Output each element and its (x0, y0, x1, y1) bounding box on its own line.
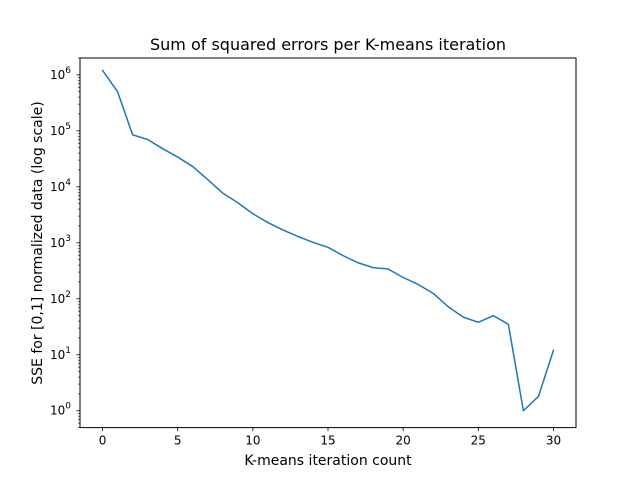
x-axis-ticks: 0 5 10 15 20 25 30 (99, 427, 561, 448)
x-tick-label: 20 (396, 434, 411, 448)
y-tick-label: 101 (50, 346, 71, 362)
x-tick-label: 15 (320, 434, 335, 448)
x-tick-label: 10 (245, 434, 260, 448)
plot-area-background (80, 58, 576, 428)
y-axis-label: SSE for [0,1] normalized data (log scale… (30, 101, 46, 384)
x-axis-label: K-means iteration count (244, 453, 412, 469)
x-tick-label: 0 (99, 434, 107, 448)
y-tick-label: 103 (50, 234, 71, 250)
y-tick-label: 104 (50, 178, 71, 194)
x-tick-label: 25 (471, 434, 486, 448)
y-tick-label: 105 (50, 122, 71, 138)
y-tick-label: 106 (50, 66, 71, 82)
y-tick-label: 100 (50, 402, 71, 418)
x-tick-label: 5 (174, 434, 182, 448)
y-axis-ticks: 100 101 102 103 104 105 106 (50, 57, 80, 428)
x-tick-label: 30 (546, 434, 561, 448)
chart-title: Sum of squared errors per K-means iterat… (150, 35, 506, 54)
y-tick-label: 102 (50, 290, 71, 306)
series-layer (101, 69, 555, 412)
